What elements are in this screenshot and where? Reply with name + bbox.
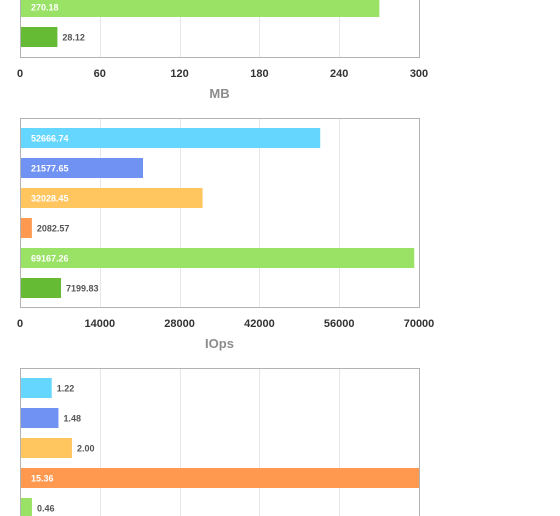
chart-2: 52666.74 21577.65 32028.45 2082.57 69167.26 7… — [17, 118, 434, 351]
bar — [20, 378, 52, 398]
bar — [20, 128, 321, 148]
bar — [20, 498, 32, 516]
plot-frame — [20, 368, 420, 516]
data-label: 1.48 — [63, 414, 81, 424]
bar — [20, 438, 72, 458]
data-label: 2082.57 — [37, 224, 70, 234]
bar — [20, 188, 203, 208]
x-tick-label: 240 — [330, 68, 348, 80]
bar — [20, 218, 32, 238]
data-label: 32028.45 — [31, 194, 69, 204]
data-label: 21577.65 — [31, 164, 69, 174]
bar — [20, 158, 143, 178]
x-tick-label: 28000 — [164, 318, 195, 330]
data-label: 270.18 — [31, 3, 59, 13]
bar — [20, 408, 59, 428]
x-axis-title: IOps — [205, 336, 234, 351]
x-tick-label: 120 — [170, 68, 188, 80]
data-label: 52666.74 — [31, 134, 69, 144]
x-tick-label: 14000 — [85, 318, 116, 330]
x-tick-label: 60 — [94, 68, 106, 80]
bar — [20, 27, 58, 47]
x-axis-title: MB — [209, 86, 229, 101]
chart-3: 1.22 1.48 2.00 15.36 0.46 — [20, 368, 420, 516]
bar — [20, 248, 415, 268]
x-tick-label: 0 — [17, 318, 23, 330]
plot-frame — [20, 0, 420, 58]
bar — [20, 278, 62, 298]
data-label: 69167.26 — [31, 254, 69, 264]
data-label: 2.00 — [77, 444, 95, 454]
data-label: 7199.83 — [66, 284, 99, 294]
x-tick-label: 300 — [410, 68, 428, 80]
x-tick-label: 180 — [250, 68, 268, 80]
x-tick-label: 56000 — [324, 318, 355, 330]
data-label: 1.22 — [57, 384, 75, 394]
chart-1: 270.18 28.12 0 60 120 180 240 300 MB — [17, 0, 428, 101]
bar — [20, 468, 419, 488]
data-label: 28.12 — [62, 33, 85, 43]
x-tick-label: 42000 — [244, 318, 275, 330]
bar — [20, 0, 380, 17]
x-tick-label: 70000 — [404, 318, 435, 330]
x-tick-label: 0 — [17, 68, 23, 80]
data-label: 0.46 — [37, 504, 55, 514]
plot-frame — [20, 118, 420, 308]
data-label: 15.36 — [31, 474, 54, 484]
